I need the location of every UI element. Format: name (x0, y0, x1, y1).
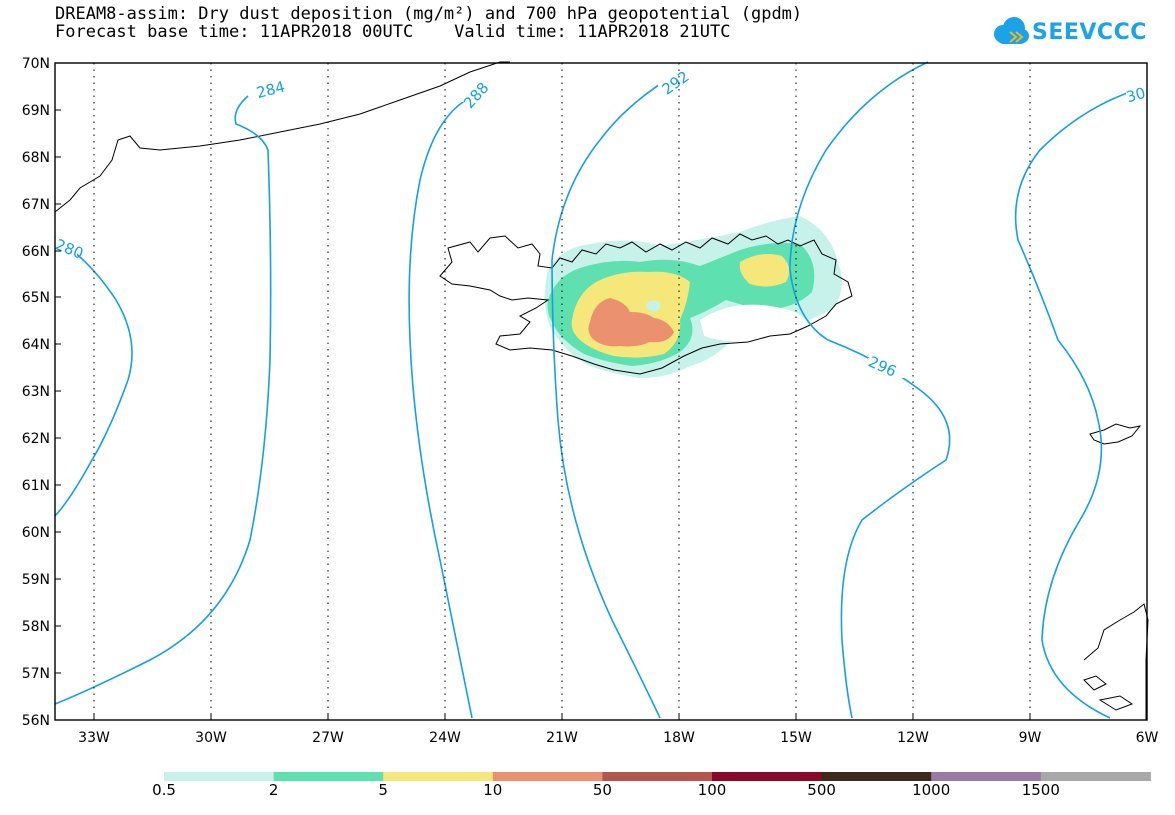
lat-label: 61N (22, 478, 50, 494)
lon-label: 21W (546, 730, 578, 746)
lat-label: 59N (22, 572, 50, 588)
lon-label: 18W (663, 730, 695, 746)
contour-292 (551, 71, 681, 719)
colorbar-label: 50 (592, 781, 612, 799)
seevccc-logo: SEEVCCC (990, 14, 1150, 58)
iceland-coast (439, 233, 853, 375)
lat-label: 67N (22, 197, 50, 213)
lat-label: 66N (22, 244, 50, 260)
lat-label: 70N (22, 56, 50, 72)
contour-label-300: 30 (1124, 84, 1147, 107)
graticule (93, 63, 1031, 720)
colorbar-swatch (273, 772, 384, 781)
forecast-time-line: Forecast base time: 11APR2018 00UTC Vali… (55, 22, 731, 42)
lat-label: 62N (22, 431, 50, 447)
lat-label: 60N (22, 525, 50, 541)
lat-label: 65N (22, 290, 50, 306)
colorbar-swatch (492, 772, 603, 781)
colorbar (164, 772, 1151, 781)
colorbar-label: 500 (807, 781, 836, 799)
contour-296 (789, 61, 951, 719)
logo-text: SEEVCCC (1032, 20, 1147, 45)
geopotential-contours (54, 61, 1131, 719)
colorbar-label: 10 (483, 781, 503, 799)
dust-shading (544, 216, 842, 378)
lon-label: 30W (195, 730, 227, 746)
lat-label: 58N (22, 619, 50, 635)
lat-label: 64N (22, 337, 50, 353)
lon-label: 15W (780, 730, 812, 746)
map-frame (54, 62, 1148, 721)
lat-label: 56N (22, 713, 50, 729)
lat-label: 69N (22, 103, 50, 119)
contour-284 (54, 95, 272, 705)
colorbar-swatch (164, 772, 275, 781)
colorbar-label: 1500 (1021, 781, 1060, 799)
colorbar-swatch (1040, 772, 1151, 781)
greenland-coast (54, 61, 510, 213)
coastlines (54, 61, 1149, 720)
colorbar-swatch (931, 772, 1042, 781)
lat-label: 57N (22, 666, 50, 682)
colorbar-label: 2 (268, 781, 279, 799)
colorbar-label: 100 (697, 781, 727, 799)
colorbar-label: 0.5 (152, 781, 176, 799)
colorbar-swatch (602, 772, 713, 781)
contour-300 (1014, 91, 1131, 719)
lon-label: 24W (429, 730, 461, 746)
faroe-islands (1089, 423, 1142, 445)
contour-280 (54, 237, 133, 517)
lon-label: 12W (897, 730, 929, 746)
scotland-coast (1083, 603, 1149, 720)
lon-label: 27W (312, 730, 344, 746)
colorbar-swatch (712, 772, 823, 781)
cloud-icon (994, 17, 1029, 44)
lon-label: 33W (78, 730, 110, 746)
lon-label: 6W (1136, 730, 1159, 746)
colorbar-label: 1000 (912, 781, 951, 799)
colorbar-swatch (383, 772, 494, 781)
lat-label: 68N (22, 150, 50, 166)
lat-label: 63N (22, 384, 50, 400)
colorbar-swatch (821, 772, 932, 781)
contour-288 (408, 99, 473, 719)
lon-label: 9W (1019, 730, 1042, 746)
map-title: DREAM8-assim: Dry dust deposition (mg/m²… (55, 4, 803, 24)
tick-marks (55, 62, 1031, 720)
colorbar-label: 5 (378, 781, 388, 799)
